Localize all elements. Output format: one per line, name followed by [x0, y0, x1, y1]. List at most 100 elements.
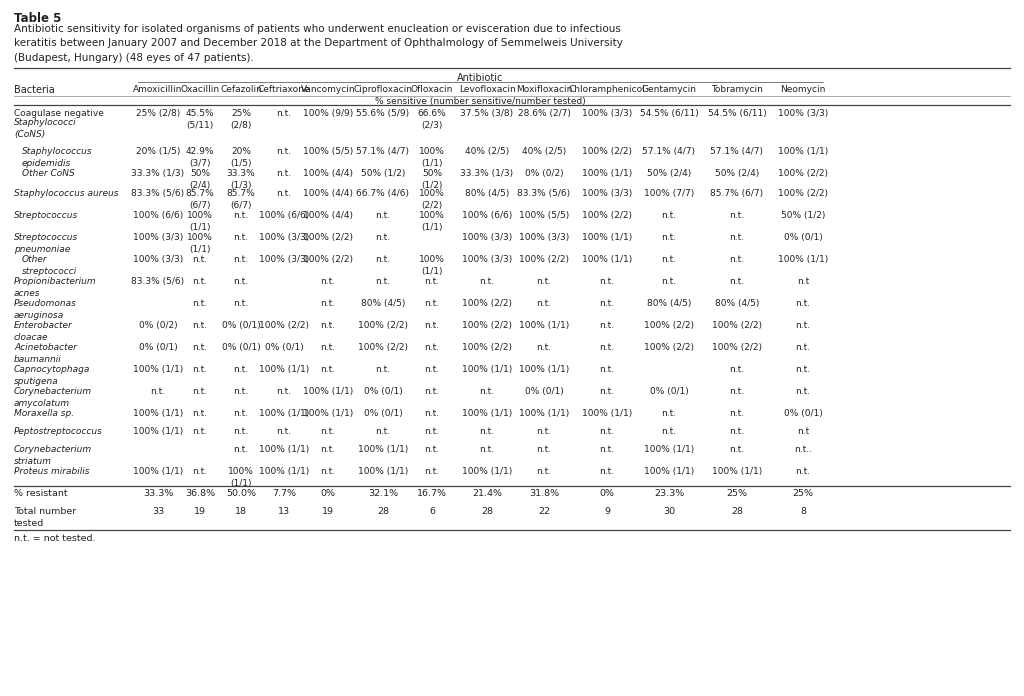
- Text: 40% (2/5): 40% (2/5): [522, 147, 566, 156]
- Text: Moxifloxacin: Moxifloxacin: [516, 85, 572, 94]
- Text: 37.5% (3/8): 37.5% (3/8): [461, 109, 514, 118]
- Text: 100% (5/5): 100% (5/5): [303, 147, 353, 156]
- Text: n.t.: n.t.: [537, 445, 552, 454]
- Text: n.t.: n.t.: [662, 233, 677, 242]
- Text: n.t.: n.t.: [233, 299, 249, 308]
- Text: n.t.: n.t.: [796, 343, 811, 352]
- Text: 0%: 0%: [321, 489, 336, 498]
- Text: n.t.: n.t.: [424, 343, 439, 352]
- Text: 100% (2/2): 100% (2/2): [462, 321, 512, 330]
- Text: Corynebacterium
striatum: Corynebacterium striatum: [14, 445, 92, 466]
- Text: 25% (2/8): 25% (2/8): [136, 109, 180, 118]
- Text: n.t.: n.t.: [599, 299, 614, 308]
- Text: n.t.: n.t.: [729, 211, 744, 220]
- Text: Amoxicillin: Amoxicillin: [133, 85, 182, 94]
- Text: Other CoNS: Other CoNS: [22, 169, 75, 178]
- Text: n.t.: n.t.: [376, 211, 390, 220]
- Text: n.t.: n.t.: [662, 211, 677, 220]
- Text: n.t.: n.t.: [662, 427, 677, 436]
- Text: 20%
(1/5): 20% (1/5): [230, 147, 252, 168]
- Text: 22: 22: [538, 507, 550, 516]
- Text: 0% (0/1): 0% (0/1): [364, 409, 402, 418]
- Text: Staphylococcus
epidemidis: Staphylococcus epidemidis: [22, 147, 92, 168]
- Text: n.t.: n.t.: [233, 387, 249, 396]
- Text: Total number
tested: Total number tested: [14, 507, 76, 528]
- Text: 100% (2/2): 100% (2/2): [712, 343, 762, 352]
- Text: n.t.: n.t.: [479, 427, 495, 436]
- Text: n.t.: n.t.: [424, 467, 439, 476]
- Text: 100%
(1/1): 100% (1/1): [187, 233, 213, 254]
- Text: Vancomycin: Vancomycin: [301, 85, 355, 94]
- Text: 100% (1/1): 100% (1/1): [582, 409, 632, 418]
- Text: n.t.: n.t.: [233, 211, 249, 220]
- Text: 28: 28: [481, 507, 493, 516]
- Text: 19: 19: [322, 507, 334, 516]
- Text: Other
streptococci: Other streptococci: [22, 255, 77, 276]
- Text: n.t.: n.t.: [321, 299, 336, 308]
- Text: Staphylococcus aureus: Staphylococcus aureus: [14, 189, 119, 198]
- Text: 0% (0/1): 0% (0/1): [524, 387, 563, 396]
- Text: 50% (2/4): 50% (2/4): [715, 169, 759, 178]
- Text: 100% (1/1): 100% (1/1): [644, 445, 694, 454]
- Text: 100% (1/1): 100% (1/1): [462, 467, 512, 476]
- Text: 100% (2/2): 100% (2/2): [582, 211, 632, 220]
- Text: 100% (2/2): 100% (2/2): [644, 343, 694, 352]
- Text: n.t.: n.t.: [662, 409, 677, 418]
- Text: n.t.: n.t.: [193, 365, 208, 374]
- Text: 100% (1/1): 100% (1/1): [357, 445, 409, 454]
- Text: 0% (0/2): 0% (0/2): [138, 321, 177, 330]
- Text: n.t.: n.t.: [193, 427, 208, 436]
- Text: Proteus mirabilis: Proteus mirabilis: [14, 467, 89, 476]
- Text: 80% (4/5): 80% (4/5): [360, 299, 406, 308]
- Text: 66.7% (4/6): 66.7% (4/6): [356, 189, 410, 198]
- Text: 100% (4/4): 100% (4/4): [303, 211, 353, 220]
- Text: 30: 30: [663, 507, 675, 516]
- Text: n.t.: n.t.: [537, 467, 552, 476]
- Text: n.t.: n.t.: [479, 445, 495, 454]
- Text: 54.5% (6/11): 54.5% (6/11): [708, 109, 766, 118]
- Text: Bacteria: Bacteria: [14, 85, 54, 95]
- Text: 25%: 25%: [793, 489, 813, 498]
- Text: n.t..: n.t..: [794, 445, 812, 454]
- Text: n.t.: n.t.: [321, 277, 336, 286]
- Text: Gentamycin: Gentamycin: [641, 85, 696, 94]
- Text: n.t.: n.t.: [233, 233, 249, 242]
- Text: 83.3% (5/6): 83.3% (5/6): [131, 189, 184, 198]
- Text: 0% (0/1): 0% (0/1): [264, 343, 303, 352]
- Text: 50%
(2/4): 50% (2/4): [189, 169, 211, 190]
- Text: 25%
(2/8): 25% (2/8): [230, 109, 252, 129]
- Text: Antibiotic: Antibiotic: [458, 73, 504, 83]
- Text: 100% (2/2): 100% (2/2): [462, 343, 512, 352]
- Text: 50% (1/2): 50% (1/2): [781, 211, 825, 220]
- Text: 100%
(1/1): 100% (1/1): [228, 467, 254, 488]
- Text: 18: 18: [234, 507, 247, 516]
- Text: n.t.: n.t.: [479, 387, 495, 396]
- Text: n.t.: n.t.: [321, 343, 336, 352]
- Text: 100% (4/4): 100% (4/4): [303, 189, 353, 198]
- Text: 31.8%: 31.8%: [529, 489, 559, 498]
- Text: n.t.: n.t.: [599, 427, 614, 436]
- Text: Acinetobacter
baumannii: Acinetobacter baumannii: [14, 343, 77, 364]
- Text: 100% (2/2): 100% (2/2): [259, 321, 309, 330]
- Text: n.t.: n.t.: [424, 427, 439, 436]
- Text: 16.7%: 16.7%: [417, 489, 447, 498]
- Text: n.t.: n.t.: [276, 169, 292, 178]
- Text: n.t.: n.t.: [193, 387, 208, 396]
- Text: n.t.: n.t.: [193, 277, 208, 286]
- Text: 100% (3/3): 100% (3/3): [259, 233, 309, 242]
- Text: 100% (1/1): 100% (1/1): [462, 409, 512, 418]
- Text: n.t.: n.t.: [321, 321, 336, 330]
- Text: 80% (4/5): 80% (4/5): [715, 299, 759, 308]
- Text: n.t.: n.t.: [424, 409, 439, 418]
- Text: 100% (1/1): 100% (1/1): [259, 467, 309, 476]
- Text: 100% (1/1): 100% (1/1): [357, 467, 409, 476]
- Text: 100%
(1/1): 100% (1/1): [419, 255, 445, 276]
- Text: 100% (1/1): 100% (1/1): [519, 409, 569, 418]
- Text: Streptococcus
pneumoniae: Streptococcus pneumoniae: [14, 233, 78, 254]
- Text: n.t.: n.t.: [376, 427, 390, 436]
- Text: 100% (2/2): 100% (2/2): [358, 321, 408, 330]
- Text: 100% (3/3): 100% (3/3): [778, 109, 828, 118]
- Text: Streptococcus: Streptococcus: [14, 211, 78, 220]
- Text: 0%: 0%: [599, 489, 614, 498]
- Text: n.t.: n.t.: [193, 255, 208, 264]
